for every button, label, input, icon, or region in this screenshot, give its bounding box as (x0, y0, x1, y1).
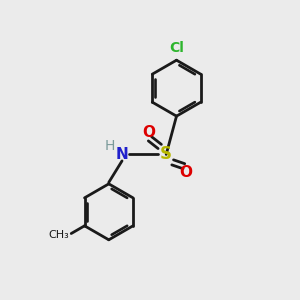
Text: O: O (142, 125, 155, 140)
Text: H: H (104, 139, 115, 153)
Text: CH₃: CH₃ (48, 230, 69, 240)
Text: S: S (160, 146, 172, 164)
Text: Cl: Cl (169, 41, 184, 55)
Text: N: N (116, 147, 128, 162)
Text: O: O (179, 165, 192, 180)
